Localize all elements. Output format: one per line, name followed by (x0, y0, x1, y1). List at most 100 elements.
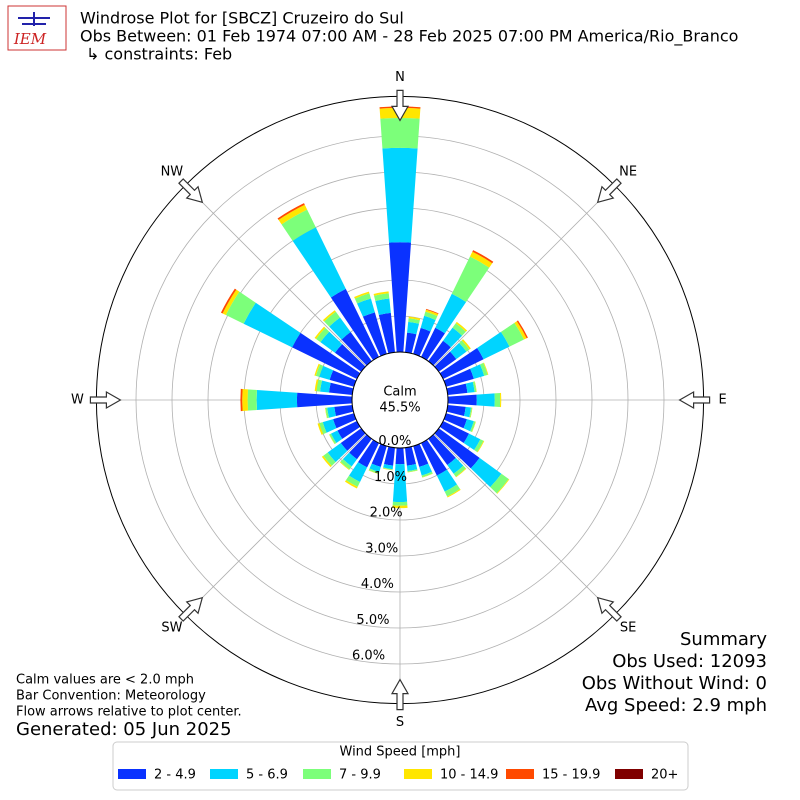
wind-bar-segment (424, 311, 438, 320)
wind-bar-segment (373, 291, 389, 296)
compass-label: NW (161, 164, 184, 179)
spoke (185, 433, 367, 615)
wind-bar-segment (443, 413, 467, 429)
wind-bar-segment (292, 227, 346, 298)
r-tick-label: 3.0% (365, 541, 398, 556)
wind-bar-segment (447, 489, 461, 498)
legend-swatch (404, 769, 432, 779)
wind-bar-segment (316, 379, 322, 392)
spoke (433, 433, 615, 615)
calm-value: 45.5% (379, 401, 420, 416)
flow-arrow-shape (390, 89, 410, 122)
wind-bar-segment (322, 310, 336, 322)
r-tick-label: 0.0% (378, 434, 411, 449)
legend-box (112, 741, 689, 791)
wind-bar-segment (461, 339, 471, 350)
flow-arrow-shape (596, 178, 622, 204)
wind-bar-segment (472, 250, 494, 264)
wind-bar-segment (455, 321, 468, 332)
legend: 2 - 4.9 5 - 6.9 7 - 9.9 10 - 14.9 15 - 19.9 2… (118, 768, 678, 783)
wind-bar-segment (514, 321, 527, 340)
wind-bar-segment (407, 321, 420, 335)
legend-label: 7 - 9.9 (339, 768, 381, 783)
wind-bar-segment (358, 439, 379, 468)
wind-bar-segment (334, 405, 354, 416)
wind-bar-segment (421, 327, 445, 361)
wind-bar-segment (344, 480, 358, 489)
wind-bar-segment (342, 452, 357, 467)
wind-bar-segment (477, 440, 485, 453)
wind-bar-segment (444, 484, 461, 497)
wind-bar-segment (324, 311, 341, 327)
flow-arrow (596, 178, 622, 204)
legend-swatch (210, 769, 238, 779)
wind-bar-segment (329, 370, 357, 387)
wind-bar-segment (371, 443, 387, 467)
wind-bar-segment (455, 468, 467, 478)
wind-bar-segment (439, 347, 484, 379)
wind-bar-segment (242, 388, 248, 412)
legend-swatch (118, 769, 146, 779)
flow-arrow-shape (390, 678, 410, 711)
wind-bar-segment (382, 467, 393, 470)
wind-bar-segment (443, 368, 474, 387)
wind-bar-segment (408, 318, 420, 324)
wind-bar-segment (463, 419, 474, 432)
wind-bar-segment (374, 293, 390, 302)
wind-bar-segment (319, 422, 327, 435)
wind-bar-segment (434, 428, 480, 469)
compass-label: E (718, 393, 726, 408)
wind-bar-segment (319, 365, 334, 380)
wind-bar-segment (471, 421, 476, 433)
legend-label: 2 - 4.9 (154, 768, 196, 783)
wind-bar-segment (382, 468, 393, 471)
wind-bar-segment (368, 470, 379, 475)
wind-bar-segment (408, 316, 421, 321)
wind-bar-segment (388, 242, 412, 353)
legend-title: Wind Speed [mph] (340, 745, 461, 760)
wind-bar-segment (421, 471, 433, 478)
wind-bar-segment (500, 322, 525, 347)
wind-bar-segment (247, 389, 257, 411)
wind-bar-segment (378, 312, 395, 354)
flow-arrow-shape (89, 390, 122, 410)
wind-bar-segment (436, 469, 458, 492)
wind-bar-segment (315, 364, 324, 377)
wind-bar-segment (225, 291, 256, 324)
wind-bar-segment (453, 465, 466, 477)
wind-bar-segment (407, 470, 418, 473)
wind-bar-segment (320, 331, 343, 353)
wind-bar-segment (407, 469, 418, 473)
wind-bar-segment (470, 407, 473, 418)
wind-bar-segment (330, 430, 343, 443)
wind-bar-segment (425, 309, 439, 317)
flow-arrow (178, 178, 204, 204)
wind-bar-segment (480, 362, 488, 376)
wind-bar-segment (395, 447, 405, 465)
summary-title: Summary (680, 629, 767, 650)
wind-bar-segment (439, 421, 470, 443)
wind-bar-segment (405, 446, 416, 466)
wind-bar-segment (362, 312, 387, 357)
wind-bar-segment (405, 332, 417, 354)
wind-bar-segment (325, 407, 329, 419)
wind-bar-segment (494, 393, 501, 407)
wind-bar-segment (316, 327, 330, 343)
legend-swatch (615, 769, 643, 779)
wind-bar-segment (421, 439, 447, 476)
generated: Generated: 05 Jun 2025 (16, 719, 232, 740)
wind-bar-segment (327, 406, 336, 418)
wind-bar-segment (278, 204, 308, 225)
flow-arrow (390, 89, 410, 122)
wind-bar-segment (499, 392, 502, 408)
note: Bar Convention: Meteorology (16, 689, 206, 704)
logo-icon (18, 12, 50, 26)
wind-bar-segment (296, 392, 353, 408)
wind-bar-segment (452, 323, 466, 336)
summary-line: Obs Used: 12093 (612, 651, 767, 672)
wind-bar-segment (450, 342, 467, 360)
wind-bar-segment (341, 332, 372, 366)
wind-bar-segment (496, 478, 510, 494)
